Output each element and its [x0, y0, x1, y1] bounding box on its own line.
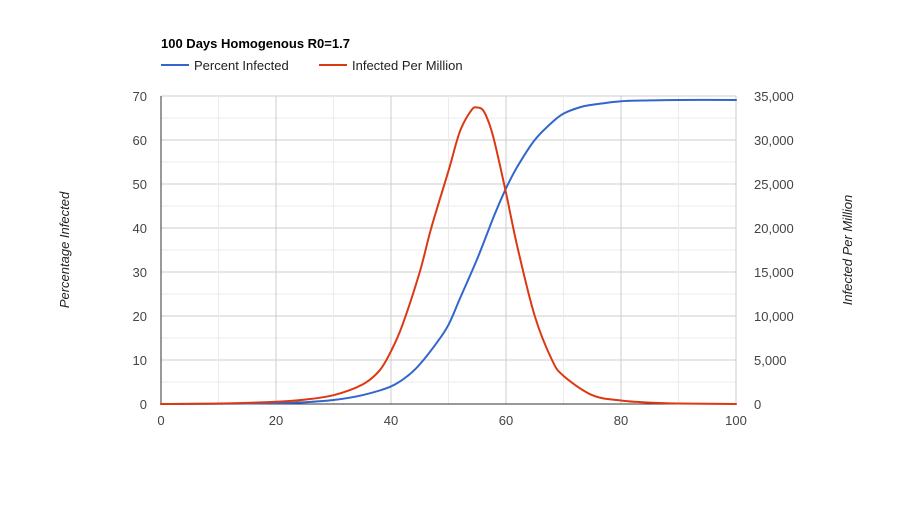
y-right-tick-label: 20,000 [754, 221, 794, 236]
legend-label-percent-infected: Percent Infected [194, 58, 289, 73]
series-line-percent-infected [160, 98, 737, 405]
y-left-tick-label: 30 [133, 265, 147, 280]
x-tick-label: 80 [614, 413, 628, 428]
y-left-tick-label: 20 [133, 309, 147, 324]
x-tick-label: 100 [725, 413, 747, 428]
tick-labels: 0 10 20 30 40 50 60 70 0 5,000 10,000 15,000 20,000 2… [133, 89, 794, 428]
y-left-tick-label: 40 [133, 221, 147, 236]
y-right-tick-label: 10,000 [754, 309, 794, 324]
y-left-tick-label: 10 [133, 353, 147, 368]
y-axis-right-title: Infected Per Million [840, 195, 855, 306]
y-right-tick-label: 5,000 [754, 353, 787, 368]
y-right-tick-label: 0 [754, 397, 761, 412]
y-right-tick-label: 25,000 [754, 177, 794, 192]
gridlines [161, 95, 737, 404]
chart-title: 100 Days Homogenous R0=1.7 [161, 36, 350, 51]
y-axis-left-title: Percentage Infected [57, 191, 72, 308]
legend-label-infected-per-million: Infected Per Million [352, 58, 463, 73]
x-tick-label: 40 [384, 413, 398, 428]
y-right-tick-label: 30,000 [754, 133, 794, 148]
y-right-tick-label: 35,000 [754, 89, 794, 104]
y-left-tick-label: 70 [133, 89, 147, 104]
x-tick-label: 0 [157, 413, 164, 428]
x-tick-label: 60 [499, 413, 513, 428]
y-left-tick-label: 0 [140, 397, 147, 412]
series-lines [160, 98, 737, 405]
y-left-tick-label: 60 [133, 133, 147, 148]
y-right-tick-label: 15,000 [754, 265, 794, 280]
series-line-infected-per-million [160, 106, 737, 405]
legend: Percent Infected Infected Per Million [161, 58, 463, 73]
x-tick-label: 20 [269, 413, 283, 428]
y-left-tick-label: 50 [133, 177, 147, 192]
